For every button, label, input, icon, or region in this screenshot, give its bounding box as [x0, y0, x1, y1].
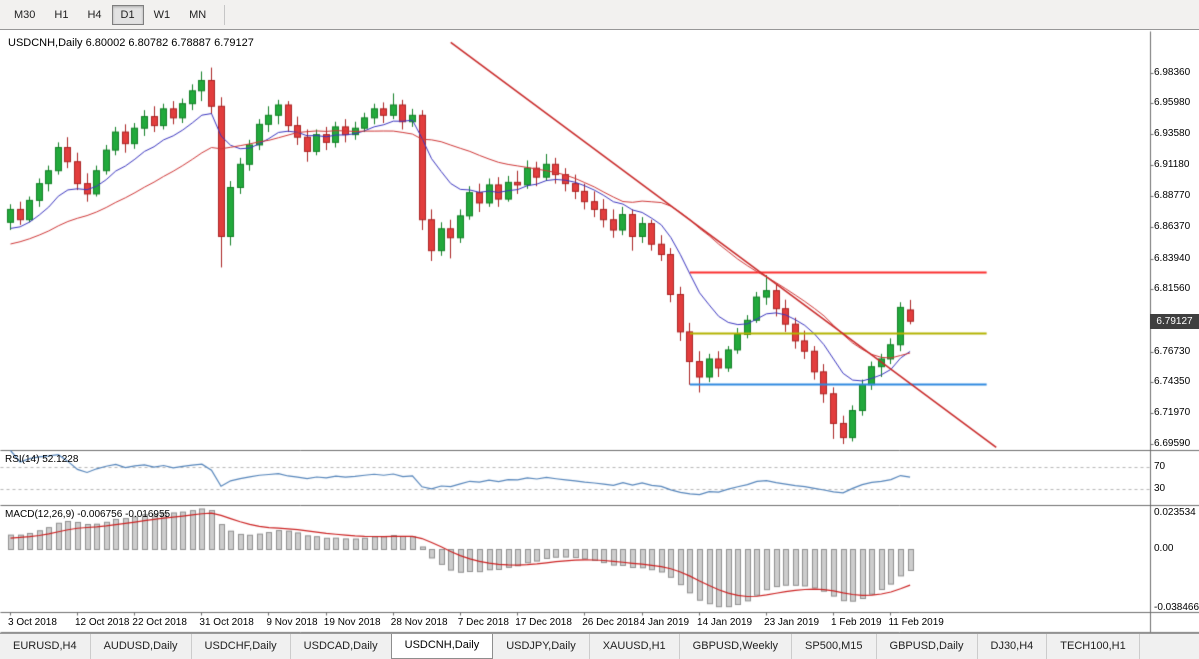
macd-indicator-label: MACD(12,26,9) -0.006756 -0.016955: [5, 509, 171, 520]
timeframe-buttons: M30 H1 H4 D1 W1 MN: [5, 4, 216, 25]
date-axis-label: 28 Nov 2018: [390, 617, 448, 628]
tab-usdcnh-daily[interactable]: USDCNH,Daily: [390, 634, 494, 659]
tab-xauusd-h1[interactable]: XAUUSD,H1: [590, 634, 680, 659]
timeframe-button-mn[interactable]: MN: [189, 8, 207, 21]
tab-gbpusd-daily[interactable]: GBPUSD,Daily: [877, 634, 978, 659]
timeframe-button-d1[interactable]: D1: [111, 4, 144, 25]
timeframe-button-w1[interactable]: W1: [153, 8, 171, 21]
date-axis-label: 3 Oct 2018: [8, 617, 57, 628]
date-axis-label: 1 Feb 2019: [831, 617, 882, 628]
rsi-indicator-label: RSI(14) 52.1228: [5, 454, 79, 465]
date-axis-label: 14 Jan 2019: [697, 617, 753, 628]
tab-usdchf-daily[interactable]: USDCHF,Daily: [192, 634, 291, 659]
price-axis[interactable]: 6.98360 6.95980 6.93580 6.91180 6.88770 6.863…: [1150, 31, 1199, 632]
price-axis-label: 6.98360: [1154, 66, 1191, 78]
date-axis-label: 31 Oct 2018: [199, 617, 254, 628]
tab-dj30-h4[interactable]: DJ30,H4: [978, 634, 1048, 659]
current-price-badge: 6.79127: [1150, 313, 1199, 329]
tab-gbpusd-weekly[interactable]: GBPUSD,Weekly: [680, 634, 793, 659]
date-axis-label: 22 Oct 2018: [132, 617, 187, 628]
price-axis-label: 6.88770: [1154, 190, 1191, 202]
timeframe-button-h1[interactable]: H1: [54, 8, 69, 21]
current-price-value: 6.79127: [1156, 315, 1193, 327]
date-axis-label: 23 Jan 2019: [764, 617, 820, 628]
price-axis-label: 6.95980: [1154, 97, 1191, 109]
timeframe-toolbar: M30 H1 H4 D1 W1 MN: [0, 0, 1199, 30]
macd-axis-label: 0.023534: [1154, 507, 1196, 519]
tab-eurusd-h4[interactable]: EURUSD,H4: [0, 634, 91, 659]
date-axis-label: 7 Dec 2018: [457, 617, 509, 628]
price-axis-label: 6.71970: [1154, 406, 1191, 418]
tab-sp500-m15[interactable]: SP500,M15: [792, 634, 877, 659]
price-axis-label: 6.76730: [1154, 345, 1191, 357]
date-axis-label: 4 Jan 2019: [639, 617, 690, 628]
date-axis-label: 17 Dec 2018: [515, 617, 572, 628]
timeframe-button-h4[interactable]: H4: [87, 8, 102, 21]
chart-ohlc-title: USDCNH,Daily 6.80002 6.80782 6.78887 6.7…: [8, 37, 254, 49]
date-axis-label: 19 Nov 2018: [323, 617, 381, 628]
tab-audusd-daily[interactable]: AUDUSD,Daily: [91, 634, 192, 659]
price-axis-label: 6.81560: [1154, 283, 1191, 295]
toolbar-separator: [224, 4, 226, 25]
price-axis-label: 6.91180: [1154, 159, 1190, 171]
date-axis-label: 11 Feb 2019: [888, 617, 944, 628]
tab-usdjpy-daily[interactable]: USDJPY,Daily: [493, 634, 590, 659]
price-axis-label: 6.83940: [1154, 252, 1191, 264]
price-axis-label: 6.74350: [1154, 376, 1191, 388]
macd-axis-label: -0.038466: [1154, 601, 1199, 613]
date-axis-label: 26 Dec 2018: [582, 617, 639, 628]
date-axis-label: 12 Oct 2018: [74, 617, 130, 628]
tab-usdcad-daily[interactable]: USDCAD,Daily: [291, 634, 392, 659]
date-axis-label: 9 Nov 2018: [266, 617, 318, 628]
timeframe-button-m30[interactable]: M30: [14, 8, 36, 21]
macd-axis-label: 0.00: [1154, 543, 1174, 554]
tab-tech100-h1[interactable]: TECH100,H1: [1047, 634, 1140, 659]
price-axis-label: 6.69590: [1154, 437, 1191, 449]
date-axis[interactable]: 3 Oct 2018 12 Oct 2018 22 Oct 2018 31 Oct 2…: [0, 613, 1150, 632]
price-axis-label: 6.93580: [1154, 128, 1191, 140]
rsi-level-label: 30: [1154, 483, 1166, 495]
price-axis-label: 6.86370: [1154, 221, 1191, 233]
rsi-level-label: 70: [1154, 460, 1166, 472]
chart-tabs-bar: EURUSD,H4 AUDUSD,Daily USDCHF,Daily USDCAD,…: [0, 633, 1199, 659]
